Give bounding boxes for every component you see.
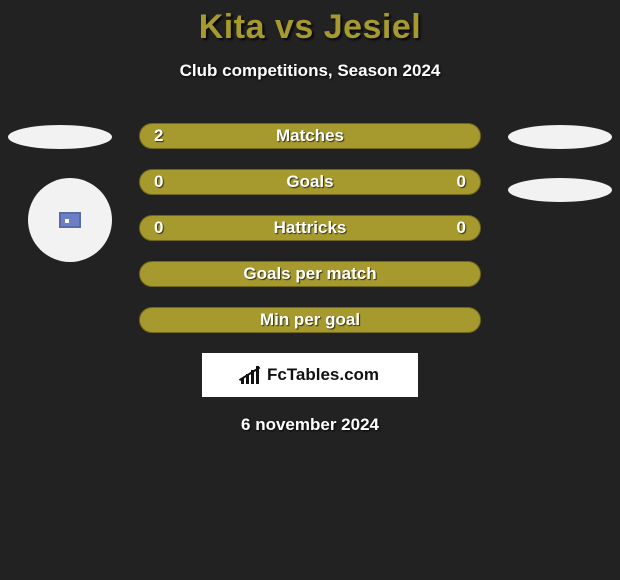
stat-left-value: 2 xyxy=(154,126,163,146)
player-right-ellipse-1 xyxy=(508,125,612,149)
stat-left-value: 0 xyxy=(154,218,163,238)
fctables-logo-link[interactable]: FcTables.com xyxy=(202,353,418,397)
stat-left-value: 0 xyxy=(154,172,163,192)
stat-label: Matches xyxy=(276,126,344,146)
stat-label: Hattricks xyxy=(274,218,347,238)
stat-right-value: 0 xyxy=(457,218,466,238)
page-title: Kita vs Jesiel xyxy=(0,0,620,47)
bar-chart-icon xyxy=(241,366,263,384)
stat-label: Goals per match xyxy=(243,264,376,284)
stat-row-min-per-goal: Min per goal xyxy=(139,307,481,333)
stat-label: Goals xyxy=(286,172,333,192)
stat-row-goals: 0 Goals 0 xyxy=(139,169,481,195)
page-date: 6 november 2024 xyxy=(0,415,620,435)
stat-row-matches: 2 Matches xyxy=(139,123,481,149)
avatar-placeholder-icon xyxy=(59,212,81,228)
player-left-ellipse-1 xyxy=(8,125,112,149)
stat-row-hattricks: 0 Hattricks 0 xyxy=(139,215,481,241)
stat-right-value: 0 xyxy=(457,172,466,192)
player-left-avatar xyxy=(28,178,112,262)
player-right-ellipse-2 xyxy=(508,178,612,202)
stat-row-goals-per-match: Goals per match xyxy=(139,261,481,287)
page-subtitle: Club competitions, Season 2024 xyxy=(0,61,620,81)
stat-label: Min per goal xyxy=(260,310,360,330)
logo-text: FcTables.com xyxy=(267,365,379,385)
